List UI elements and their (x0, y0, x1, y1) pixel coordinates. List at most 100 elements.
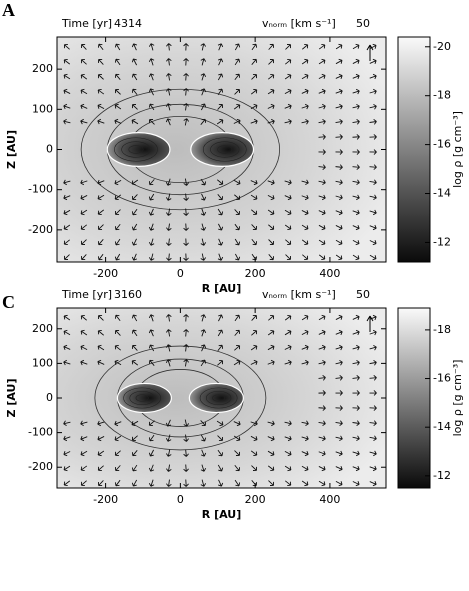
velocity-arrow (335, 239, 343, 246)
velocity-arrow (80, 118, 88, 125)
velocity-arrow (166, 223, 172, 231)
velocity-arrow (98, 315, 104, 321)
velocity-arrow (318, 435, 326, 442)
velocity-arrow (301, 224, 309, 231)
velocity-arrow (166, 58, 172, 66)
velocity-arrow (80, 73, 88, 80)
velocity-arrow (165, 193, 172, 201)
velocity-arrow (301, 465, 309, 472)
velocity-arrow (165, 88, 172, 96)
velocity-arrow (131, 179, 139, 186)
velocity-arrow (335, 420, 343, 426)
velocity-arrow (284, 465, 292, 472)
velocity-arrow (114, 479, 121, 487)
velocity-arrow (148, 329, 155, 337)
velocity-arrow (97, 465, 104, 471)
velocity-arrow (352, 58, 360, 64)
velocity-arrow (233, 103, 241, 110)
velocity-arrow (352, 420, 360, 426)
contour (123, 387, 161, 409)
velocity-arrow (183, 58, 189, 66)
velocity-arrow (80, 450, 88, 457)
velocity-label: vₙₒᵣₘ [km s⁻¹] (262, 17, 336, 30)
velocity-arrow (166, 238, 172, 246)
velocity-arrow (114, 314, 121, 322)
velocity-arrow (369, 359, 377, 366)
velocity-arrow (301, 194, 309, 201)
velocity-arrow (97, 359, 105, 366)
contour (205, 390, 232, 406)
velocity-arrow (251, 224, 257, 230)
velocity-arrow (80, 59, 87, 65)
velocity-arrow (369, 420, 377, 426)
velocity-arrow (284, 194, 292, 201)
velocity-arrow (318, 405, 326, 411)
velocity-arrow (183, 314, 189, 322)
velocity-arrow (217, 73, 224, 81)
contour (128, 145, 144, 154)
velocity-arrow (335, 118, 343, 125)
velocity-arrow (183, 329, 189, 337)
velocity-arrow (301, 103, 309, 110)
velocity-arrow (284, 314, 292, 321)
contour (217, 145, 233, 154)
velocity-arrow (97, 118, 105, 125)
velocity-arrow (200, 449, 207, 457)
velocity-arrow (268, 43, 274, 50)
colorbar-tick-label: -12 (433, 235, 451, 248)
velocity-arrow (81, 239, 87, 245)
velocity-arrow (200, 88, 207, 96)
time-value: 3160 (114, 288, 142, 301)
velocity-arrow (183, 434, 189, 442)
velocity-arrow (267, 420, 275, 427)
velocity-arrow (352, 149, 360, 155)
velocity-arrow (301, 435, 309, 442)
velocity-arrow (352, 239, 360, 246)
velocity-arrow (369, 88, 377, 95)
velocity-arrow (335, 405, 343, 411)
velocity-arrow (285, 44, 291, 50)
velocity-arrow (234, 223, 241, 231)
velocity-arrow (352, 134, 360, 140)
velocity-arrow (234, 314, 241, 322)
velocity-arrow (234, 43, 241, 51)
velocity-arrow (369, 480, 377, 487)
velocity-arrow (183, 344, 189, 352)
velocity-arrow (335, 435, 343, 442)
velocity-arrow (352, 224, 360, 231)
velocity-arrow (183, 479, 189, 487)
velocity-arrow (114, 450, 121, 456)
colorbar-tick-label: -14 (433, 420, 451, 433)
velocity-arrow (217, 208, 224, 216)
velocity-arrow (217, 449, 224, 457)
velocity-arrow (250, 450, 258, 457)
panel-letter: C (2, 292, 15, 312)
velocity-arrow (352, 164, 360, 170)
velocity-arrow (318, 43, 326, 50)
velocity-arrow (148, 344, 155, 352)
velocity-arrow (352, 465, 360, 472)
velocity-arrow (267, 465, 275, 472)
velocity-arrow (200, 344, 207, 352)
velocity-arrow (131, 58, 138, 66)
velocity-value: 50 (356, 288, 370, 301)
velocity-arrow (80, 359, 88, 366)
velocity-arrow (318, 164, 326, 170)
velocity-arrow (335, 314, 343, 320)
velocity-arrow (165, 178, 172, 186)
velocity-arrow (97, 450, 105, 457)
velocity-arrow (352, 254, 360, 261)
velocity-arrow (131, 420, 139, 427)
velocity-arrow (267, 209, 275, 216)
velocity-arrow (352, 450, 360, 457)
velocity-arrow (335, 88, 343, 95)
velocity-arrow (352, 73, 360, 80)
velocity-arrow (183, 118, 190, 126)
velocity-value: 50 (356, 17, 370, 30)
velocity-arrow (285, 58, 292, 65)
velocity-arrow (183, 253, 189, 261)
velocity-arrow (97, 420, 105, 427)
velocity-arrow (335, 164, 343, 170)
velocity-arrow (200, 43, 207, 51)
velocity-arrow (352, 88, 360, 95)
